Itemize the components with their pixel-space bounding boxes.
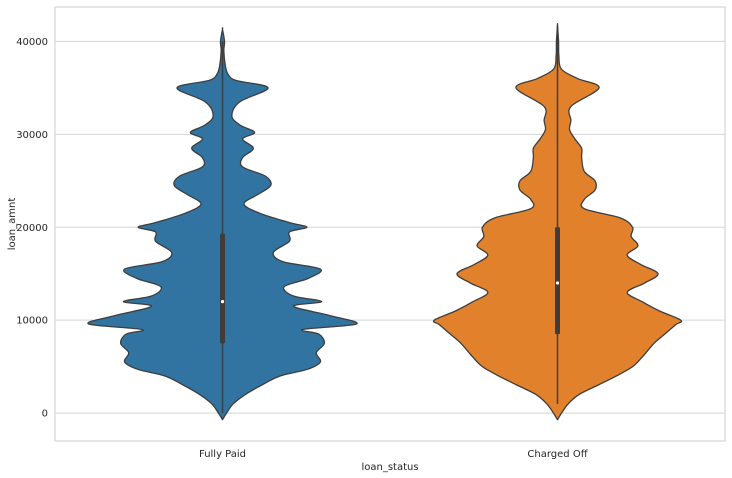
y-tick-label: 0	[42, 409, 48, 420]
x-axis-title: loan_status	[361, 462, 418, 473]
x-tick-label: Fully Paid	[199, 449, 246, 460]
median-marker	[555, 281, 560, 285]
y-tick-label: 20000	[16, 223, 48, 234]
violins-layer	[87, 22, 683, 421]
iqr-box	[555, 227, 560, 335]
x-tick-labels: Fully Paid Charged Off	[199, 449, 589, 460]
y-tick-label: 40000	[16, 37, 48, 48]
x-tick-label: Charged Off	[527, 449, 588, 460]
median-marker	[220, 299, 225, 304]
y-tick-label: 30000	[16, 130, 48, 141]
y-tick-labels: 0 10000 20000 30000 40000	[16, 37, 48, 420]
y-tick-label: 10000	[16, 316, 48, 327]
iqr-box	[220, 233, 225, 344]
y-axis-title: loan_amnt	[7, 198, 18, 251]
